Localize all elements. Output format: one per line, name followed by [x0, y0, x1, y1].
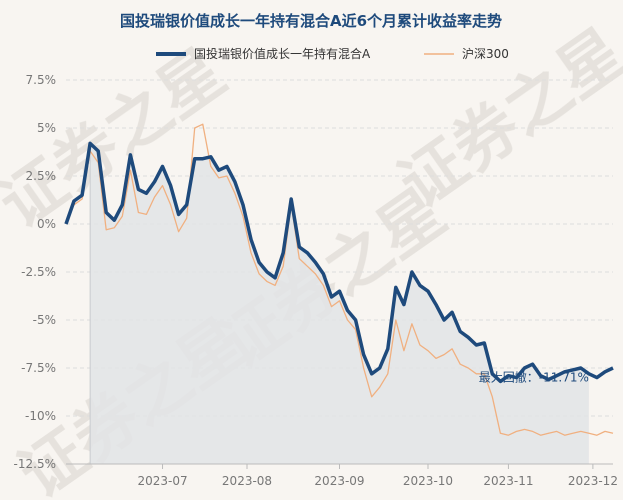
y-tick-label: -2.5% — [21, 265, 56, 279]
y-tick-label: 2.5% — [26, 169, 57, 183]
legend-label-index: 沪深300 — [462, 47, 509, 61]
x-tick-label: 2023-07 — [137, 474, 187, 488]
x-tick-label: 2023-12 — [568, 474, 618, 488]
legend: 国投瑞银价值成长一年持有混合A 沪深300 — [156, 46, 509, 61]
y-tick-label: 5% — [37, 121, 56, 135]
max-drawdown-annotation: 最大回撤：-11.71% — [479, 370, 589, 385]
series-line-index — [65, 123, 614, 436]
x-tick-label: 2023-11 — [483, 474, 533, 488]
x-tick-label: 2023-10 — [403, 474, 453, 488]
y-tick-label: -10% — [25, 409, 56, 423]
series-layer — [64, 123, 614, 436]
y-tick-label: -5% — [33, 313, 56, 327]
x-tick-label: 2023-09 — [314, 474, 364, 488]
drawdown-shade — [89, 143, 589, 464]
y-tick-label: 7.5% — [26, 73, 57, 87]
drawdown-area — [90, 143, 589, 464]
y-tick-label: -12.5% — [14, 457, 56, 471]
x-axis: 2023-07 2023-08 2023-09 2023-10 2023-11 2023-… — [66, 463, 618, 488]
x-tick-label: 2023-08 — [222, 474, 272, 488]
y-axis: 7.5% 5% 2.5% 0% -2.5% -5% -7.5% -10% -12.5% — [14, 73, 56, 471]
chart-title: 国投瑞银价值成长一年持有混合A近6个月累计收益率走势 — [120, 12, 502, 30]
legend-label-fund: 国投瑞银价值成长一年持有混合A — [194, 46, 371, 61]
series-line-fund — [64, 141, 614, 384]
y-tick-label: -7.5% — [21, 361, 56, 375]
y-tick-label: 0% — [37, 217, 56, 231]
